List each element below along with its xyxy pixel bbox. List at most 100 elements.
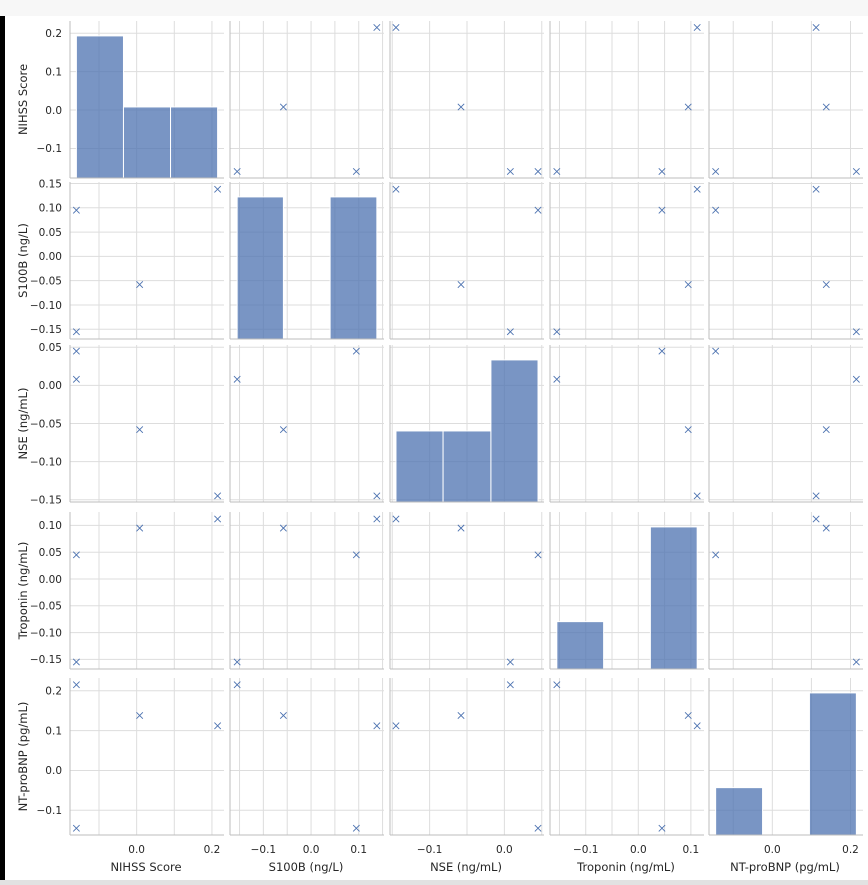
histogram-bar	[442, 430, 492, 503]
scatter-point	[279, 426, 287, 434]
scatter-point	[506, 681, 514, 689]
panel-nihss-score-vs-s100b-ng-l	[229, 21, 384, 179]
x-tick-label: 0.2	[204, 844, 221, 856]
scatter-point	[684, 426, 692, 434]
y-tick-label: −0.1	[37, 143, 63, 155]
scatter-point	[72, 347, 80, 355]
scatter-point	[352, 551, 360, 559]
x-tick-label: 0.0	[496, 844, 513, 856]
panel-troponin-ng-ml-vs-troponin-ng-ml	[549, 512, 704, 670]
scatter-point	[812, 24, 820, 32]
histogram-bar	[556, 621, 605, 670]
scatter-point	[822, 281, 830, 289]
y-tick-label: −0.05	[30, 418, 62, 430]
x-tick-label: 0.0	[128, 844, 145, 856]
x-tick-label: 0.0	[630, 844, 647, 856]
scatter-point	[712, 347, 720, 355]
scatter-point	[553, 328, 561, 336]
panel-s100b-ng-l-vs-nse-ng-ml	[389, 182, 544, 340]
histogram-bar	[395, 430, 444, 503]
scatter-point	[553, 681, 561, 689]
scatter-point	[506, 658, 514, 666]
x-tick-label: 0.0	[303, 844, 320, 856]
scatter-point	[392, 185, 400, 193]
y-tick-label: −0.15	[30, 495, 62, 507]
scatter-point	[279, 103, 287, 111]
scatter-point	[233, 681, 241, 689]
scatter-point	[373, 515, 381, 523]
scatter-point	[72, 824, 80, 832]
panel-nt-probnp-pg-ml-vs-nt-probnp-pg-ml	[708, 678, 863, 836]
scatter-point	[812, 185, 820, 193]
scatter-point	[553, 167, 561, 175]
y-tick-label: −0.05	[30, 601, 62, 613]
scatter-point	[852, 328, 860, 336]
scatter-point	[136, 711, 144, 719]
panel-troponin-ng-ml-vs-nt-probnp-pg-ml	[708, 512, 863, 670]
scatter-point	[72, 681, 80, 689]
scatter-point	[279, 711, 287, 719]
scatter-point	[457, 524, 465, 532]
y-tick-label: 0.05	[39, 547, 62, 559]
panel-nihss-score-vs-troponin-ng-ml	[549, 21, 704, 179]
scatter-point	[233, 658, 241, 666]
scatter-point	[72, 328, 80, 336]
scatter-point	[392, 515, 400, 523]
y-axis-label: NSE (ng/mL)	[16, 388, 30, 460]
y-tick-label: 0.05	[39, 227, 62, 239]
scatter-point	[457, 711, 465, 719]
scatter-point	[136, 426, 144, 434]
y-tick-label: −0.05	[30, 275, 62, 287]
x-tick-label: −0.1	[251, 844, 277, 856]
scatter-point	[684, 281, 692, 289]
panel-nihss-score-vs-nt-probnp-pg-ml	[708, 21, 863, 179]
panel-nse-ng-ml-vs-s100b-ng-l	[229, 345, 384, 503]
histogram-bar	[649, 526, 698, 670]
scatter-point	[534, 206, 542, 214]
scatter-point	[392, 722, 400, 730]
x-axis-label: NSE (ng/mL)	[430, 860, 502, 874]
scatter-point	[684, 711, 692, 719]
scatter-point	[534, 167, 542, 175]
x-tick-label: 0.2	[842, 844, 859, 856]
scatter-point	[684, 103, 692, 111]
scatter-point	[852, 375, 860, 383]
window-bottom-strip	[0, 880, 868, 885]
scatter-point	[233, 167, 241, 175]
scatter-point	[852, 658, 860, 666]
scatter-point	[553, 375, 561, 383]
scatter-point	[658, 206, 666, 214]
scatter-point	[693, 24, 701, 32]
panel-nt-probnp-pg-ml-vs-troponin-ng-ml	[549, 678, 704, 836]
scatter-point	[72, 206, 80, 214]
scatter-point	[214, 515, 222, 523]
scatter-point	[712, 206, 720, 214]
scatter-point	[712, 167, 720, 175]
panel-nihss-score-vs-nse-ng-ml	[389, 21, 544, 179]
scatter-point	[136, 281, 144, 289]
scatter-point	[822, 524, 830, 532]
x-tick-label: −0.1	[573, 844, 599, 856]
y-axis-label: S100B (ng/L)	[16, 223, 30, 298]
histogram-bar	[329, 196, 378, 340]
histogram-bar	[490, 359, 539, 503]
histogram-bar	[170, 106, 219, 179]
window-left-edge	[0, 16, 5, 880]
scatter-point	[658, 347, 666, 355]
x-tick-label: 0.1	[683, 844, 700, 856]
panel-nt-probnp-pg-ml-vs-s100b-ng-l	[229, 678, 384, 836]
y-tick-label: 0.00	[39, 574, 62, 586]
scatter-point	[279, 524, 287, 532]
y-tick-label: 0.05	[39, 342, 62, 354]
x-axis-label: S100B (ng/L)	[269, 860, 344, 874]
y-tick-label: 0.15	[39, 178, 62, 190]
scatter-point	[812, 515, 820, 523]
y-tick-label: −0.1	[37, 805, 63, 817]
y-tick-label: 0.1	[45, 66, 62, 78]
y-tick-label: 0.00	[39, 380, 62, 392]
panel-nse-ng-ml-vs-nihss-score	[69, 345, 224, 503]
y-tick-label: 0.00	[39, 251, 62, 263]
y-tick-label: −0.10	[30, 456, 62, 468]
scatter-point	[693, 492, 701, 500]
x-axis-label: NT-proBNP (pg/mL)	[730, 860, 840, 874]
